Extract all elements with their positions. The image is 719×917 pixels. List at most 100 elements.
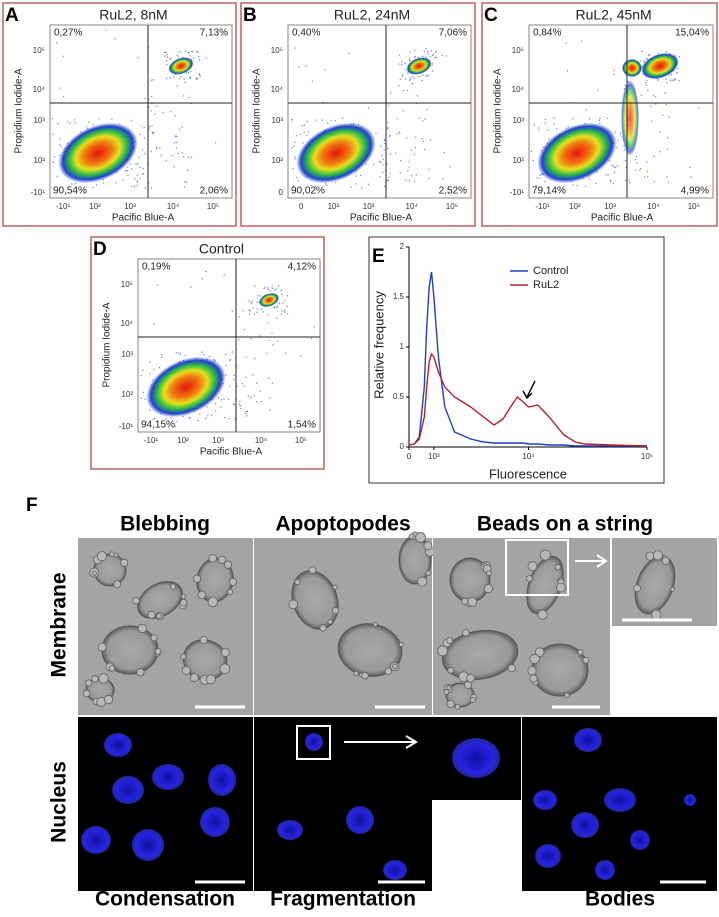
bleb [228,577,238,587]
panel-title: Control [199,241,244,257]
x-tick-label: -10¹ [144,436,159,445]
event-dot [245,415,248,417]
nucleus [305,733,323,751]
event-dot [188,416,191,419]
bleb [109,551,115,557]
event-dot [179,77,181,80]
event-dot [544,122,547,124]
event-dot [389,172,391,174]
y-tick-label: -10¹ [31,188,46,197]
event-dot [410,77,412,79]
event-dot [375,132,377,134]
event-dot [410,149,413,151]
bleb [384,667,393,675]
plot-area [49,24,233,199]
event-dot [408,79,411,81]
event-dot [432,53,435,55]
nucleus [630,830,650,850]
event-dot [92,186,94,189]
event-dot [102,182,105,184]
event-dot [139,178,141,180]
event-dot [596,89,599,91]
event-dot [431,62,433,64]
event-dot [445,55,447,57]
event-dot [190,70,192,73]
event-dot [205,270,207,273]
event-dot [300,133,302,136]
bleb [633,584,641,593]
event-dot [74,122,76,124]
y-tick-label: -10¹ [119,422,134,431]
event-dot [605,174,607,176]
quadrant-percent: 0,19% [142,262,170,273]
event-dot [546,129,549,131]
event-dot [306,134,308,136]
event-dot [169,58,171,60]
event-dot [652,94,655,97]
legend-label: RuL2 [533,279,559,291]
event-dot [252,373,254,376]
event-dot [306,120,308,123]
quadrant-percent: 90,02% [291,186,325,197]
event-dot [177,352,180,354]
event-dot [229,360,231,362]
event-dot [248,300,250,302]
event-dot [307,131,310,133]
bleb [423,541,433,551]
event-dot [276,317,278,319]
event-dot [367,183,370,186]
fluorescence-image [254,717,432,891]
nucleus [346,806,374,834]
event-dot [556,127,558,130]
row-label: Membrane [48,572,71,677]
bleb [137,623,147,634]
event-dot [405,78,407,80]
event-dot [236,385,238,387]
event-dot [62,55,64,58]
bleb [154,648,162,655]
event-dot [204,417,207,420]
population-live [146,356,226,418]
event-dot [398,54,401,56]
event-dot [150,150,152,153]
event-dot [706,29,709,31]
quadrant-percent: 94,15% [141,420,175,431]
event-dot [314,185,317,187]
event-dot [325,183,327,185]
event-dot [624,179,627,182]
event-dot [623,149,626,151]
event-dot [382,164,384,166]
event-dot [251,301,253,303]
event-dot [676,72,678,74]
event-dot [653,155,655,158]
bleb [539,549,551,561]
event-dot [384,185,386,187]
event-dot [56,175,58,177]
event-dot [178,128,181,131]
bleb [327,619,333,625]
event-dot [210,414,213,416]
event-dot [411,75,414,78]
event-dot [311,80,314,82]
event-dot [647,54,650,57]
event-dot [425,56,427,58]
event-dot [532,160,534,162]
event-dot [57,122,59,125]
bleb [132,596,140,605]
event-dot [383,149,385,151]
x-axis-label: Fluorescence [489,466,567,481]
event-dot [187,71,190,74]
event-dot [225,364,227,367]
event-dot [122,179,124,181]
zoom-arrow [575,554,608,568]
event-dot [229,358,232,361]
event-dot [139,166,141,169]
bleb [525,575,533,582]
flow-panel: D Control 0,19% 4,12% 94,15% 1,54% -10¹ 10² 10³ 1… [90,236,325,470]
event-dot [233,374,235,377]
event-dot [673,79,675,81]
x-tick-label: 10² [177,436,189,445]
event-dot [136,174,139,176]
event-dot [154,113,156,115]
event-dot [560,29,562,31]
